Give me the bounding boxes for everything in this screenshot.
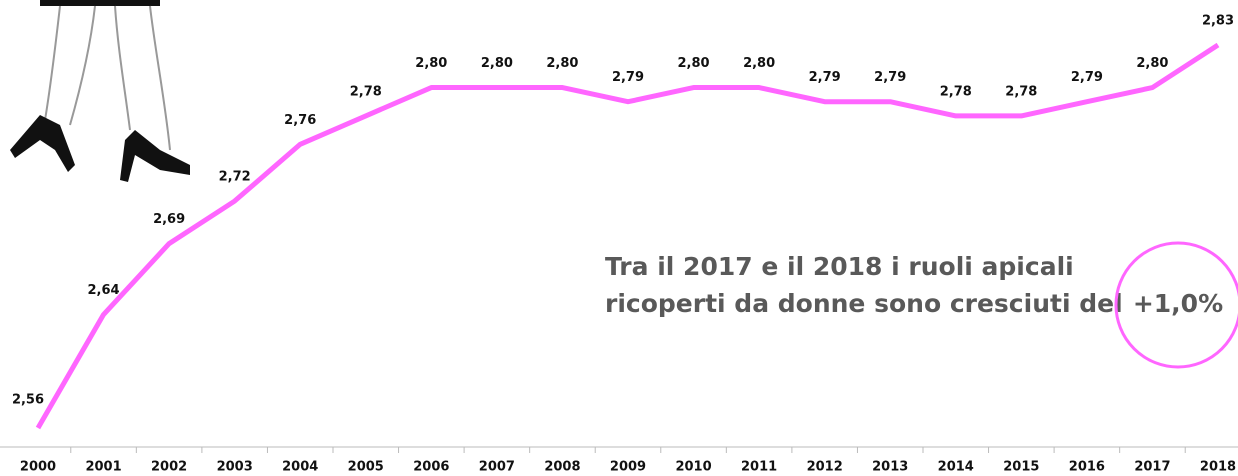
- data-label: 2,78: [940, 84, 972, 99]
- data-label: 2,80: [546, 56, 578, 71]
- highlight-circle: [1114, 241, 1238, 369]
- x-tick-label: 2018: [1200, 460, 1236, 475]
- annotation-value: +1,0%: [1133, 289, 1223, 318]
- x-tick-label: 2014: [938, 460, 974, 475]
- legs-illustration: [10, 0, 190, 182]
- data-label: 2,79: [1071, 70, 1103, 85]
- data-label: 2,76: [284, 113, 316, 128]
- data-label: 2,78: [350, 84, 382, 99]
- data-label: 2,64: [88, 283, 120, 298]
- x-tick-label: 2000: [20, 460, 56, 475]
- data-label: 2,79: [874, 70, 906, 85]
- x-tick-label: 2004: [282, 460, 318, 475]
- x-tick-label: 2011: [741, 460, 777, 475]
- x-tick-label: 2012: [807, 460, 843, 475]
- data-label: 2,72: [219, 170, 251, 185]
- data-label: 2,79: [612, 70, 644, 85]
- data-label: 2,83: [1202, 14, 1234, 29]
- x-tick-label: 2008: [544, 460, 580, 475]
- x-tick-label: 2009: [610, 460, 646, 475]
- data-label: 2,79: [809, 70, 841, 85]
- x-tick-label: 2013: [872, 460, 908, 475]
- annotation: Tra il 2017 e il 2018 i ruoli apicali: [605, 252, 1074, 281]
- x-tick-label: 2003: [217, 460, 253, 475]
- data-line: [35, 42, 1220, 430]
- x-tick-label: 2010: [675, 460, 711, 475]
- data-label: 2,80: [481, 56, 513, 71]
- annotation: ricoperti da donne sono cresciuti del: [605, 289, 1123, 318]
- data-label: 2,80: [1136, 56, 1168, 71]
- data-label: 2,80: [678, 56, 710, 71]
- data-label: 2,78: [1005, 84, 1037, 99]
- x-tick-label: 2007: [479, 460, 515, 475]
- data-label: 2,56: [12, 393, 44, 408]
- data-label: 2,69: [153, 212, 185, 227]
- x-tick-label: 2015: [1003, 460, 1039, 475]
- x-tick-label: 2001: [85, 460, 121, 475]
- x-tick-label: 2006: [413, 460, 449, 475]
- x-tick-label: 2002: [151, 460, 187, 475]
- x-tick-label: 2005: [348, 460, 384, 475]
- x-tick-label: 2016: [1069, 460, 1105, 475]
- data-label: 2,80: [415, 56, 447, 71]
- data-label: 2,80: [743, 56, 775, 71]
- x-tick-label: 2017: [1134, 460, 1170, 475]
